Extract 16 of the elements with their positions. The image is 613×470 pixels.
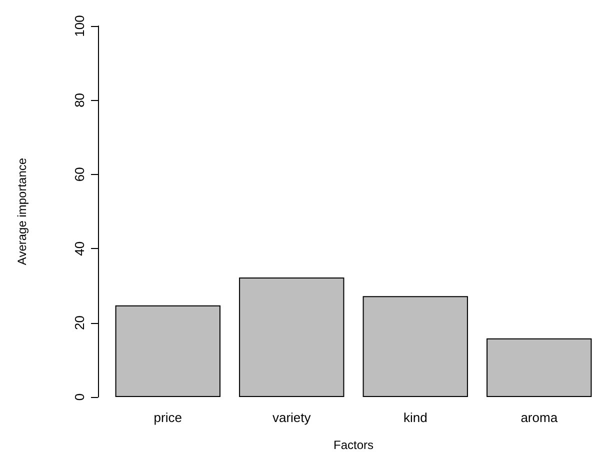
bar (486, 338, 592, 397)
x-tick-label: variety (272, 410, 312, 425)
x-axis-title: Factors (333, 438, 374, 452)
y-tick-label: 20 (72, 316, 87, 330)
y-axis-title: Average importance (15, 158, 29, 266)
bar (362, 296, 468, 397)
bar (239, 278, 344, 397)
y-tick-label: 100 (72, 15, 87, 37)
y-tick-label: 0 (72, 393, 87, 401)
bar (115, 305, 220, 397)
y-tick-label: 60 (72, 167, 87, 182)
x-tick-label: aroma (520, 410, 558, 425)
x-tick-label: price (154, 410, 182, 425)
x-tick-label: kind (403, 410, 428, 425)
y-tick-label: 40 (72, 241, 87, 256)
y-tick-label: 80 (72, 92, 87, 108)
